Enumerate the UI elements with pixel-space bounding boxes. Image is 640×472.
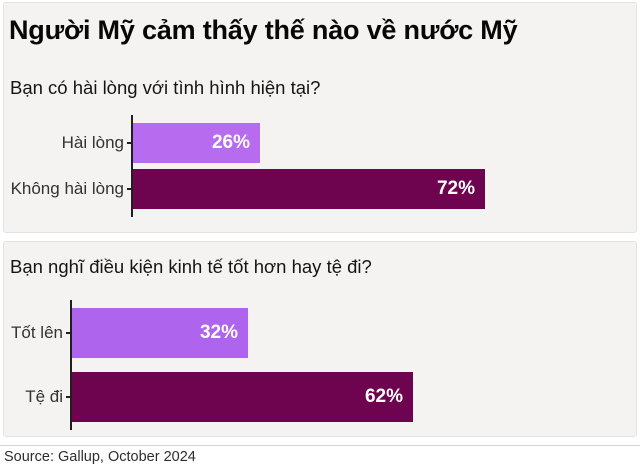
chart2-row-better: Tốt lên 32% xyxy=(4,308,636,358)
chart2-bar-value-label: 32% xyxy=(199,322,238,343)
bottom-panel: Bạn nghĩ điều kiện kinh tế tốt hơn hay t… xyxy=(3,241,637,437)
chart2-bar-better: 32% xyxy=(72,308,248,358)
chart2-category-label: Tốt lên xyxy=(11,323,63,342)
chart2-row-worse: Tệ đi 62% xyxy=(4,372,636,422)
chart1-bar-dissatisfied: 72% xyxy=(133,169,485,209)
chart2-category-label: Tệ đi xyxy=(25,387,63,406)
axis-tick-mark xyxy=(127,188,133,190)
chart1-category-label: Không hài lòng xyxy=(10,179,124,198)
chart1-row-satisfied: Hài lòng 26% xyxy=(4,123,636,163)
chart2-economy: Tốt lên 32% Tệ đi 62% xyxy=(4,300,636,430)
chart1-bar-value-label: 72% xyxy=(436,178,475,199)
footer-divider-line xyxy=(0,445,640,446)
source-credit: Source: Gallup, October 2024 xyxy=(4,449,196,465)
chart1-question: Bạn có hài lòng với tình hình hiện tại? xyxy=(10,77,321,98)
chart1-satisfaction: Hài lòng 26% Không hài lòng 72% xyxy=(4,115,636,217)
axis-tick-mark xyxy=(66,332,72,334)
page-title: Người Mỹ cảm thấy thế nào về nước Mỹ xyxy=(9,15,518,45)
chart1-row-dissatisfied: Không hài lòng 72% xyxy=(4,169,636,209)
chart1-category-label: Hài lòng xyxy=(61,133,124,152)
chart2-bar-value-label: 62% xyxy=(364,386,403,407)
chart2-question: Bạn nghĩ điều kiện kinh tế tốt hơn hay t… xyxy=(10,256,372,277)
axis-tick-mark xyxy=(66,396,72,398)
top-panel: Người Mỹ cảm thấy thế nào về nước Mỹ Bạn… xyxy=(3,2,637,233)
chart1-y-axis-line xyxy=(131,115,133,217)
chart2-bar-worse: 62% xyxy=(72,372,413,422)
chart1-bar-value-label: 26% xyxy=(211,132,250,153)
axis-tick-mark xyxy=(127,142,133,144)
chart2-y-axis-line xyxy=(70,300,72,430)
chart1-bar-satisfied: 26% xyxy=(133,123,260,163)
